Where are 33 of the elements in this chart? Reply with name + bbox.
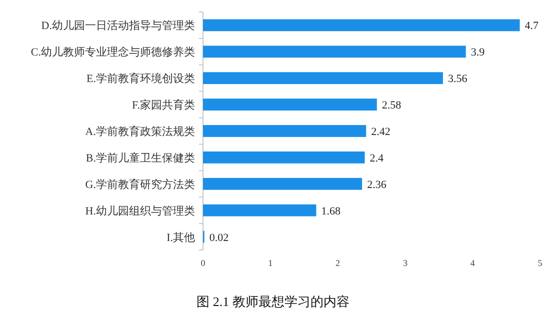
y-tick-label: H.幼儿园组织与管理类 <box>85 204 195 218</box>
x-tick-label: 1 <box>268 258 273 268</box>
y-tick-label: B.学前儿童卫生保健类 <box>86 151 195 164</box>
x-tick-label: 2 <box>336 258 340 268</box>
data-label: 4.7 <box>524 20 540 32</box>
y-tick-label: F.家园共育类 <box>132 98 195 112</box>
x-tick-label: 0 <box>200 258 206 268</box>
data-label: 2.58 <box>382 100 402 112</box>
data-label: 2.4 <box>370 152 384 164</box>
x-tick-label: 4 <box>470 258 476 268</box>
bar <box>203 46 466 58</box>
bar <box>203 72 443 84</box>
data-label: 2.36 <box>367 178 387 191</box>
data-label: 1.68 <box>321 205 341 218</box>
bar <box>203 178 362 190</box>
y-tick-label: D.幼儿园一日活动指导与管理类 <box>41 19 195 32</box>
x-tick-label: 3 <box>402 258 408 268</box>
data-label: 3.9 <box>470 46 486 59</box>
y-tick-label: E.学前教育环境创设类 <box>86 72 195 86</box>
x-tick-label: 5 <box>538 258 543 268</box>
y-tick-label: I.其他 <box>166 230 195 244</box>
data-label: 3.56 <box>448 73 468 86</box>
bar <box>203 98 377 111</box>
y-tick-label: A.学前教育政策法规类 <box>85 125 195 138</box>
y-tick-label: G.学前教育研究方法类 <box>85 178 195 191</box>
data-label: 2.42 <box>371 126 390 138</box>
bar <box>203 19 520 32</box>
caption: 图 2.1 教师最想学习的内容 <box>196 294 350 309</box>
data-label: 0.02 <box>209 232 229 244</box>
bar <box>203 125 366 137</box>
bar <box>203 204 316 216</box>
bar <box>203 151 365 164</box>
y-tick-label: C.幼儿教师专业理念与师德修养类 <box>30 46 195 59</box>
